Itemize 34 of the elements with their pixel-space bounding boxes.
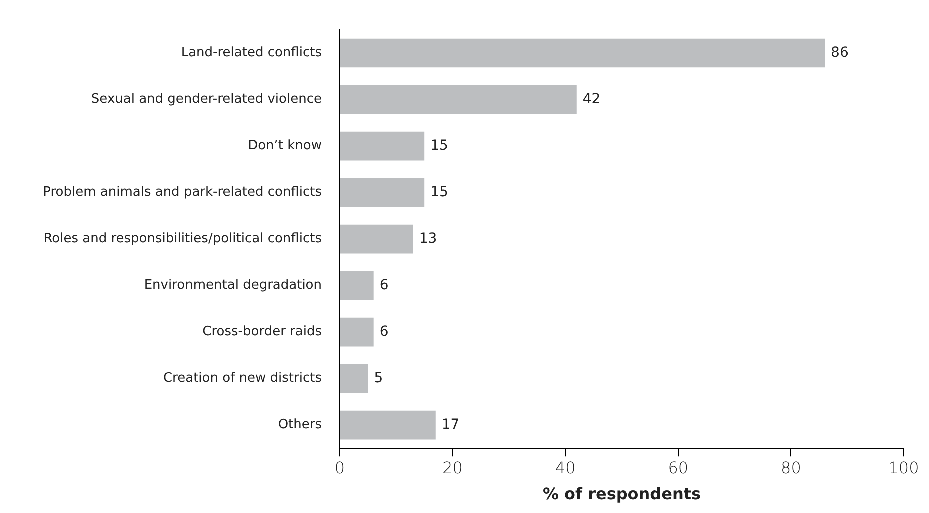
x-tick-label: 0 [334, 458, 346, 478]
x-axis-title: % of respondents [542, 484, 702, 504]
y-tick-label: Sexual and gender-related violence [91, 92, 322, 108]
bar [340, 38, 826, 68]
y-tick-label: Others [278, 418, 322, 433]
data-label: 5 [374, 370, 384, 386]
x-tick-label: 60 [668, 458, 689, 478]
data-label: 13 [419, 230, 438, 247]
bar [340, 224, 414, 254]
y-tick-label: Problem animals and park-related conflicts [43, 185, 322, 200]
data-label: 17 [442, 416, 460, 433]
data-label: 6 [380, 277, 389, 294]
y-tick-label: Cross-border raids [202, 324, 322, 340]
bar [340, 318, 374, 347]
bar [340, 85, 577, 114]
y-tick-label: Creation of new districts [163, 371, 322, 386]
x-tick-label: 20 [442, 458, 463, 478]
data-label: 6 [380, 324, 389, 340]
x-tick-label: 80 [781, 458, 802, 478]
data-label: 42 [582, 91, 601, 108]
y-tick-label: Environmental degradation [144, 278, 322, 294]
data-label: 86 [831, 44, 849, 61]
y-tick-label: Don’t know [248, 138, 322, 154]
x-tick-label: 100 [888, 458, 920, 478]
y-tick-label: Roles and responsibilities/political conflicts [44, 232, 322, 247]
data-label: 15 [430, 138, 448, 154]
bar [340, 364, 368, 394]
bar [340, 132, 425, 161]
bar [340, 178, 425, 208]
y-tick-label: Land-related conflicts [181, 46, 322, 61]
x-tick-label: 40 [555, 458, 576, 478]
data-label: 15 [430, 184, 448, 200]
bar [340, 271, 374, 300]
bar [340, 410, 436, 440]
